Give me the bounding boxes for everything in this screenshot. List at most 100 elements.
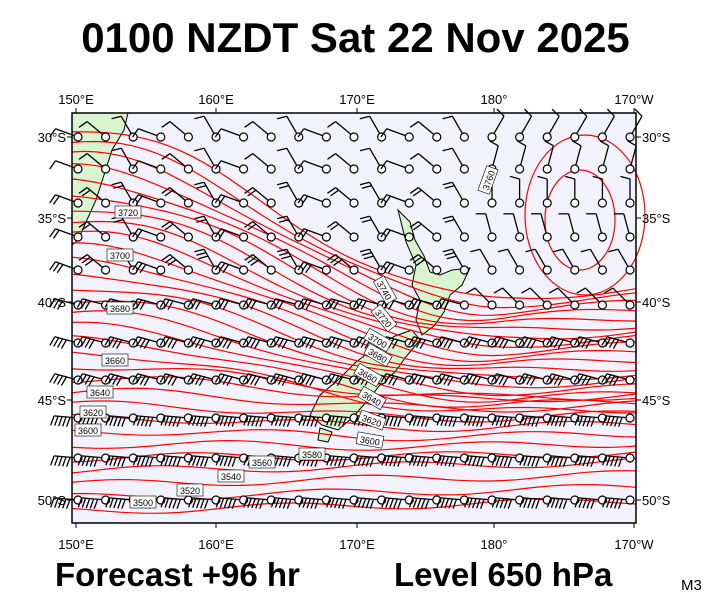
wind-barb <box>442 115 469 142</box>
wind-barb <box>442 181 469 208</box>
wind-barb <box>297 228 331 242</box>
wind-barb <box>380 261 414 275</box>
contour-line <box>71 140 637 309</box>
wind-barb <box>546 413 580 427</box>
contour-label: 3540 <box>217 469 245 483</box>
contour-line <box>71 131 637 300</box>
lat-label: 50°S <box>38 493 67 508</box>
wind-barb <box>602 453 635 467</box>
wind-barb <box>558 213 580 242</box>
wind-barb <box>470 248 497 275</box>
wind-barb <box>487 108 505 142</box>
wind-barb <box>49 128 83 142</box>
wind-barb <box>380 194 414 208</box>
contour-labels: 3760374037203720370037003680368036603660… <box>74 165 499 509</box>
wind-barb <box>546 453 580 467</box>
contour-line <box>71 220 637 349</box>
contour-line <box>71 335 637 408</box>
svg-text:3600: 3600 <box>78 426 98 436</box>
wind-barb <box>111 115 138 142</box>
wind-barb <box>601 373 635 386</box>
wind-barb <box>131 228 166 242</box>
wind-barbs <box>49 108 643 509</box>
wind-barb <box>270 495 304 509</box>
wind-barb <box>497 248 525 275</box>
wind-barb <box>592 175 608 208</box>
wind-barb <box>132 413 166 427</box>
wind-barb <box>574 413 608 427</box>
wind-barb <box>586 213 608 242</box>
wind-barb <box>548 287 580 310</box>
svg-text:3580: 3580 <box>302 450 322 460</box>
wind-barb <box>493 287 525 310</box>
contour-label: 3580 <box>298 447 326 461</box>
contour-line <box>544 169 616 271</box>
wind-barb <box>131 128 166 142</box>
wind-barb <box>409 153 442 174</box>
wind-barb <box>244 221 276 242</box>
wind-barb <box>270 373 304 386</box>
lon-label: 170°E <box>339 92 375 107</box>
wind-barb <box>161 254 193 275</box>
contour-line <box>71 178 637 325</box>
wind-barb <box>466 287 497 310</box>
wind-barb <box>491 453 525 467</box>
wind-barb <box>325 373 359 386</box>
contour-line <box>71 400 637 423</box>
contour-label: 3720 <box>114 205 142 219</box>
wind-barb <box>214 128 249 142</box>
lon-label: 180° <box>481 92 508 107</box>
wind-barb <box>327 221 359 242</box>
wind-barb <box>519 413 552 427</box>
wind-barb <box>49 228 83 242</box>
svg-text:3540: 3540 <box>221 472 241 482</box>
wind-barb <box>242 336 276 349</box>
wind-barb <box>214 336 249 349</box>
wind-barb <box>77 453 111 467</box>
wind-barb <box>564 175 580 208</box>
wind-barb <box>408 373 442 386</box>
wind-barb <box>552 248 580 275</box>
wind-barb <box>608 248 635 275</box>
svg-text:3680: 3680 <box>110 304 130 314</box>
wind-barb <box>243 413 276 427</box>
wind-barb <box>244 153 276 174</box>
map-title: 0100 NZDT Sat 22 Nov 2025 <box>81 14 630 61</box>
wind-barb <box>78 153 111 174</box>
wind-barb <box>602 495 635 509</box>
contour-line <box>71 457 637 474</box>
contour-label: 3680 <box>106 301 134 315</box>
wind-barb <box>244 254 276 275</box>
wind-barb <box>214 194 249 208</box>
wind-barb <box>380 228 414 242</box>
wind-barb <box>105 413 138 427</box>
wind-barb <box>408 298 442 310</box>
wind-barb <box>409 254 442 275</box>
svg-text:3640: 3640 <box>90 388 110 398</box>
wind-barb <box>161 121 193 142</box>
wind-barb <box>214 160 249 174</box>
lat-label: 35°S <box>642 211 671 226</box>
wind-barb <box>580 248 608 275</box>
wind-barb <box>620 175 635 208</box>
contour-label: 3620 <box>79 405 107 419</box>
stewart-island <box>317 427 333 443</box>
wind-barb <box>574 453 608 467</box>
lon-label: 170°W <box>614 92 654 107</box>
contour-line <box>71 163 637 322</box>
svg-text:3700: 3700 <box>110 251 130 261</box>
wind-barb <box>573 336 608 349</box>
wind-barb <box>435 298 469 310</box>
contour-line <box>71 470 637 487</box>
lon-label: 180° <box>481 537 508 552</box>
lat-label: 40°S <box>642 295 671 310</box>
wind-barb <box>78 221 111 242</box>
contour-line <box>71 273 637 372</box>
wind-barb <box>602 413 635 427</box>
wind-barb <box>244 121 276 142</box>
lon-label: 150°E <box>58 537 94 552</box>
contour-label: 3700 <box>106 248 134 262</box>
wind-barb <box>327 254 359 275</box>
wind-barb <box>49 160 83 174</box>
wind-barb <box>297 128 331 142</box>
